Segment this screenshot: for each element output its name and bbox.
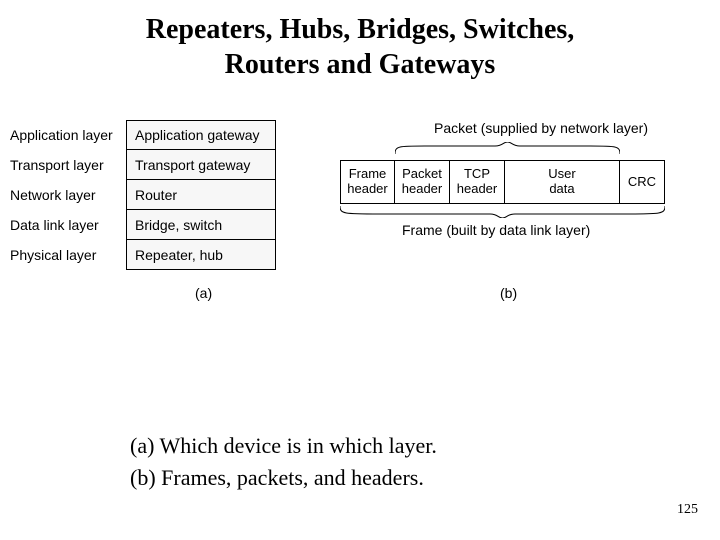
frame-brace-zone: Frame (built by data link layer) — [340, 204, 710, 244]
layer-label: Data link layer — [10, 217, 126, 233]
cell-text: Packetheader — [402, 167, 442, 197]
cell-text: CRC — [628, 175, 656, 190]
frame-brace-label: Frame (built by data link layer) — [402, 222, 590, 238]
figure-b: Packet (supplied by network layer) Frame… — [340, 120, 710, 244]
table-row: Application layer Application gateway — [10, 120, 276, 150]
packet-brace-label: Packet (supplied by network layer) — [434, 120, 648, 136]
page-title: Repeaters, Hubs, Bridges, Switches, Rout… — [0, 0, 720, 82]
title-line1: Repeaters, Hubs, Bridges, Switches, — [146, 14, 575, 45]
caption-a: (a) Which device is in which layer. — [130, 430, 437, 462]
cell-text: Userdata — [548, 167, 575, 197]
page-number: 125 — [677, 502, 698, 518]
frame-cell: CRC — [620, 160, 665, 204]
figure-b-sublabel: (b) — [500, 285, 517, 301]
frame-cell: TCPheader — [450, 160, 505, 204]
brace-down-icon — [395, 142, 620, 154]
diagram-area: Application layer Application gateway Tr… — [0, 120, 720, 380]
table-row: Network layer Router — [10, 180, 276, 210]
device-cell: Router — [126, 180, 276, 210]
cell-text: TCPheader — [457, 167, 497, 197]
title-line2: Routers and Gateways — [225, 49, 496, 80]
packet-brace-zone: Packet (supplied by network layer) — [340, 120, 710, 160]
device-cell: Repeater, hub — [126, 240, 276, 270]
table-row: Physical layer Repeater, hub — [10, 240, 276, 270]
brace-up-icon — [340, 206, 665, 218]
caption-b: (b) Frames, packets, and headers. — [130, 462, 437, 494]
cell-text: Frameheader — [347, 167, 387, 197]
layer-label: Application layer — [10, 127, 126, 143]
layer-label: Transport layer — [10, 157, 126, 173]
figure-a-sublabel: (a) — [195, 285, 212, 301]
frame-cell: Userdata — [505, 160, 620, 204]
device-cell: Bridge, switch — [126, 210, 276, 240]
frame-cell: Packetheader — [395, 160, 450, 204]
layer-label: Physical layer — [10, 247, 126, 263]
device-cell: Transport gateway — [126, 150, 276, 180]
device-cell: Application gateway — [126, 120, 276, 150]
figure-a-table: Application layer Application gateway Tr… — [10, 120, 276, 270]
frame-row: Frameheader Packetheader TCPheader Userd… — [340, 160, 710, 204]
table-row: Transport layer Transport gateway — [10, 150, 276, 180]
caption-block: (a) Which device is in which layer. (b) … — [130, 430, 437, 494]
layer-label: Network layer — [10, 187, 126, 203]
table-row: Data link layer Bridge, switch — [10, 210, 276, 240]
frame-cell: Frameheader — [340, 160, 395, 204]
